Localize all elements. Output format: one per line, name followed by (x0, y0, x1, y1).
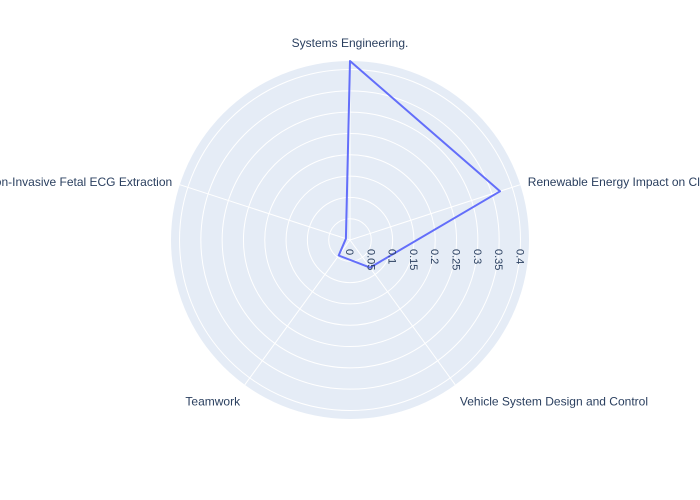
angular-label: Renewable Energy Impact on Climate (528, 175, 700, 189)
radial-tick-label: 0 (343, 249, 355, 255)
radial-tick-label: 0.35 (492, 249, 504, 270)
grid-spoke (179, 184, 351, 241)
radial-tick-label: 0.25 (450, 249, 462, 270)
series-layer (337, 60, 501, 269)
grid-spoke (349, 239, 456, 386)
radial-tick-label: 0.3 (471, 249, 483, 264)
angular-labels: Systems Engineering. Renewable Energy Imp… (0, 36, 700, 408)
radial-tick-label: 0.1 (386, 249, 398, 264)
polar-grid (179, 61, 521, 411)
grid-spoke (244, 239, 351, 386)
radial-tick-label: 0.4 (514, 249, 526, 264)
radial-tick-label: 0.05 (364, 249, 376, 270)
angular-label: Teamwork (185, 394, 241, 408)
angular-label: Vehicle System Design and Control (460, 394, 648, 408)
radial-tick-label: 0.2 (428, 249, 440, 264)
grid-spoke (349, 184, 521, 241)
angular-label: Non-Invasive Fetal ECG Extraction (0, 175, 172, 189)
radial-ticks: 0 0.05 0.1 0.15 0.2 0.25 0.3 0.35 0.4 (343, 249, 526, 270)
series-line (337, 60, 501, 269)
radial-tick-label: 0.15 (407, 249, 419, 270)
angular-label: Systems Engineering. (292, 36, 409, 50)
